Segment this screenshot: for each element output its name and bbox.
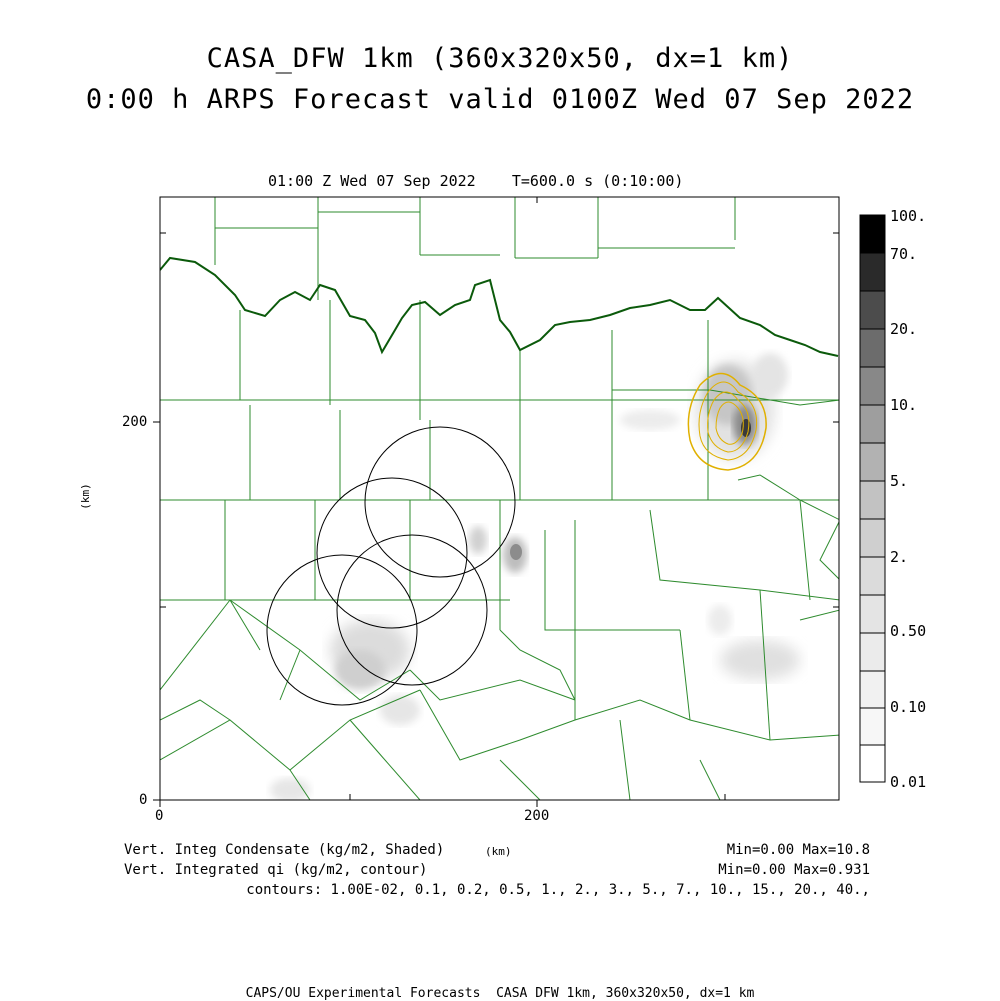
state-border xyxy=(160,256,839,357)
y-tick-200: 200 xyxy=(122,414,148,430)
plot-subtitle: 01:00 Z Wed 07 Sep 2022 T=600.0 s (0:10:… xyxy=(268,172,684,190)
county-lines xyxy=(160,197,839,800)
colorbar-label-70: 70. xyxy=(890,245,918,263)
qi-contours xyxy=(687,372,767,471)
colorbar-label-0-10: 0.10 xyxy=(890,698,927,716)
colorbar xyxy=(859,214,886,783)
title-line-1: CASA_DFW 1km (360x320x50, dx=1 km) xyxy=(206,43,794,74)
colorbar-label-2: 2. xyxy=(890,548,909,566)
colorbar-label-20: 20. xyxy=(890,320,918,338)
field2-label: Vert. Integrated qi (kg/m2, contour) xyxy=(124,862,428,878)
radar-range-rings xyxy=(266,426,516,706)
field1-stats: Min=0.00 Max=10.8 xyxy=(726,842,870,858)
colorbar-label-100: 100. xyxy=(890,207,927,225)
y-tick-0: 0 xyxy=(139,792,148,808)
title-line-2: 0:00 h ARPS Forecast valid 0100Z Wed 07 … xyxy=(85,84,915,115)
colorbar-label-5: 5. xyxy=(890,472,909,490)
field1-label: Vert. Integ Condensate (kg/m2, Shaded) xyxy=(124,842,445,858)
contour-levels: contours: 1.00E-02, 0.1, 0.2, 0.5, 1., 2… xyxy=(246,882,870,898)
x-axis-label: (km) xyxy=(485,845,512,858)
plot-frame xyxy=(153,196,840,807)
y-axis-label: (km) xyxy=(78,483,92,510)
colorbar-label-0-01: 0.01 xyxy=(890,773,927,791)
x-tick-0: 0 xyxy=(155,808,164,824)
credit-line: CAPS/OU Experimental Forecasts CASA DFW … xyxy=(245,986,755,1001)
x-tick-200: 200 xyxy=(524,808,550,824)
colorbar-label-0-50: 0.50 xyxy=(890,622,927,640)
field2-stats: Min=0.00 Max=0.931 xyxy=(718,862,870,878)
colorbar-label-10: 10. xyxy=(890,396,918,414)
